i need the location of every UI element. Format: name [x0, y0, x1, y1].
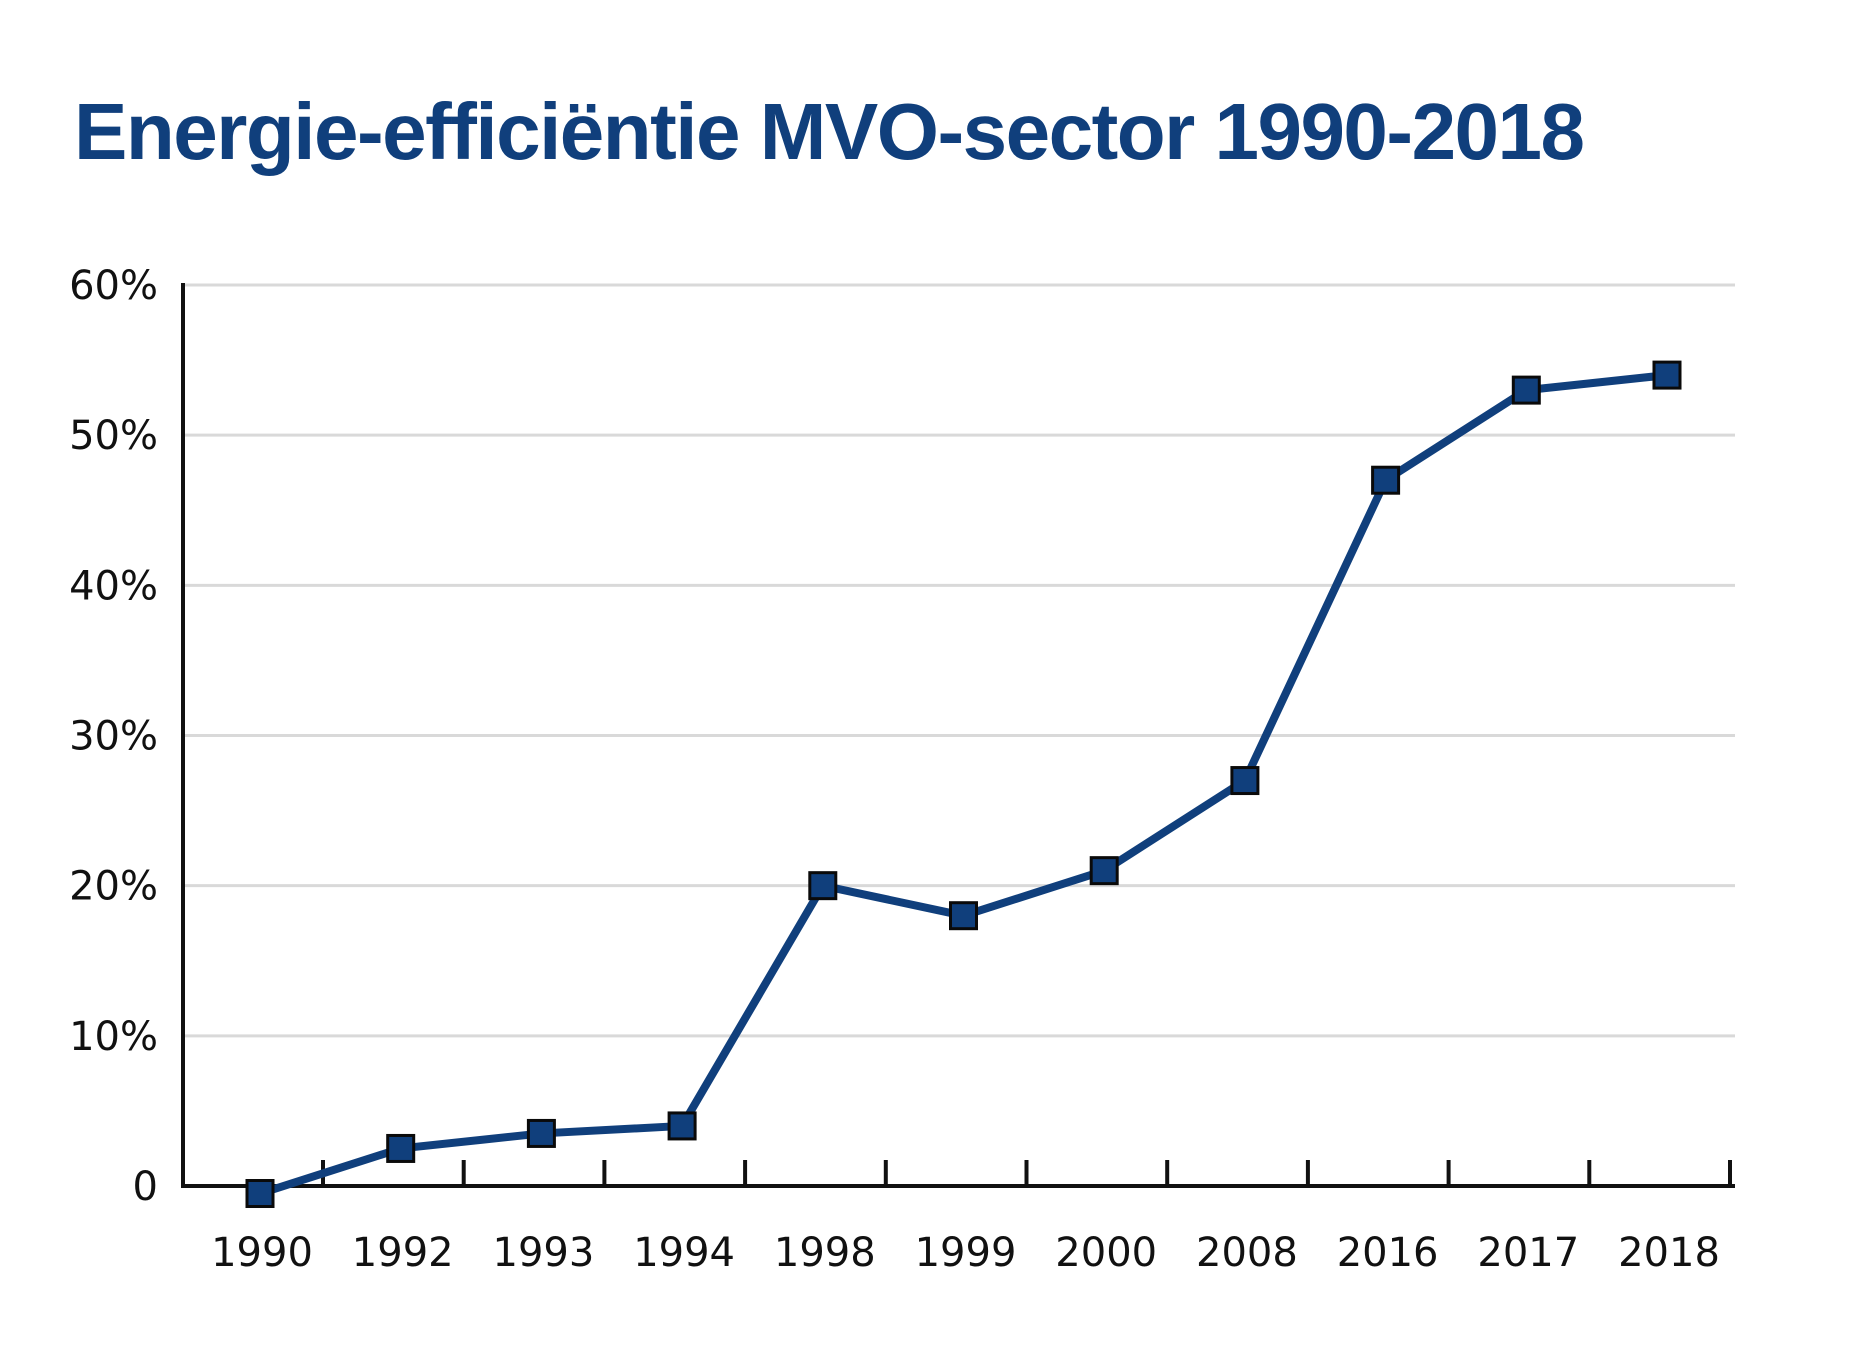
y-tick-labels: 0 10% 20% 30% 40% 50% 60%	[69, 263, 158, 1210]
x-tick-label: 2000	[1055, 1230, 1157, 1276]
x-tick-label: 2018	[1618, 1230, 1720, 1276]
data-point	[386, 1133, 416, 1163]
data-point	[1089, 856, 1119, 886]
y-tick-label: 50%	[69, 413, 158, 459]
series-line	[256, 371, 1671, 1198]
y-tick-label: 30%	[69, 714, 158, 760]
x-tick-label: 1993	[493, 1230, 595, 1276]
gridlines	[183, 283, 1735, 1038]
axes	[181, 283, 1735, 1188]
x-tick-label: 2008	[1196, 1230, 1298, 1276]
y-tick-label: 20%	[69, 864, 158, 910]
data-point	[526, 1118, 556, 1148]
x-tick-label: 2017	[1477, 1230, 1579, 1276]
data-point	[667, 1111, 697, 1141]
y-tick-label: 10%	[69, 1014, 158, 1060]
x-tick-label: 1990	[211, 1230, 313, 1276]
x-tick-label: 1992	[352, 1230, 454, 1276]
data-series	[245, 360, 1682, 1209]
x-tick-label: 1999	[915, 1230, 1017, 1276]
x-tick-label: 1994	[633, 1230, 735, 1276]
x-tick-labels: 1990 1992 1993 1994 1998 1999 2000 2008 2016 2017…	[211, 1230, 1720, 1276]
data-point	[1511, 375, 1541, 405]
y-tick-label: 0	[133, 1164, 158, 1210]
data-point	[1371, 465, 1401, 495]
data-point	[1230, 766, 1260, 796]
data-point	[949, 901, 978, 931]
x-tick-label: 1998	[774, 1230, 876, 1276]
data-point	[808, 871, 838, 901]
chart-title: Energie-efficiëntie MVO-sector 1990-2018	[74, 87, 1585, 176]
data-point	[1652, 360, 1682, 390]
y-tick-label: 40%	[69, 563, 158, 609]
x-tick-label: 2016	[1337, 1230, 1439, 1276]
data-point	[245, 1179, 275, 1209]
y-tick-label: 60%	[69, 263, 158, 309]
